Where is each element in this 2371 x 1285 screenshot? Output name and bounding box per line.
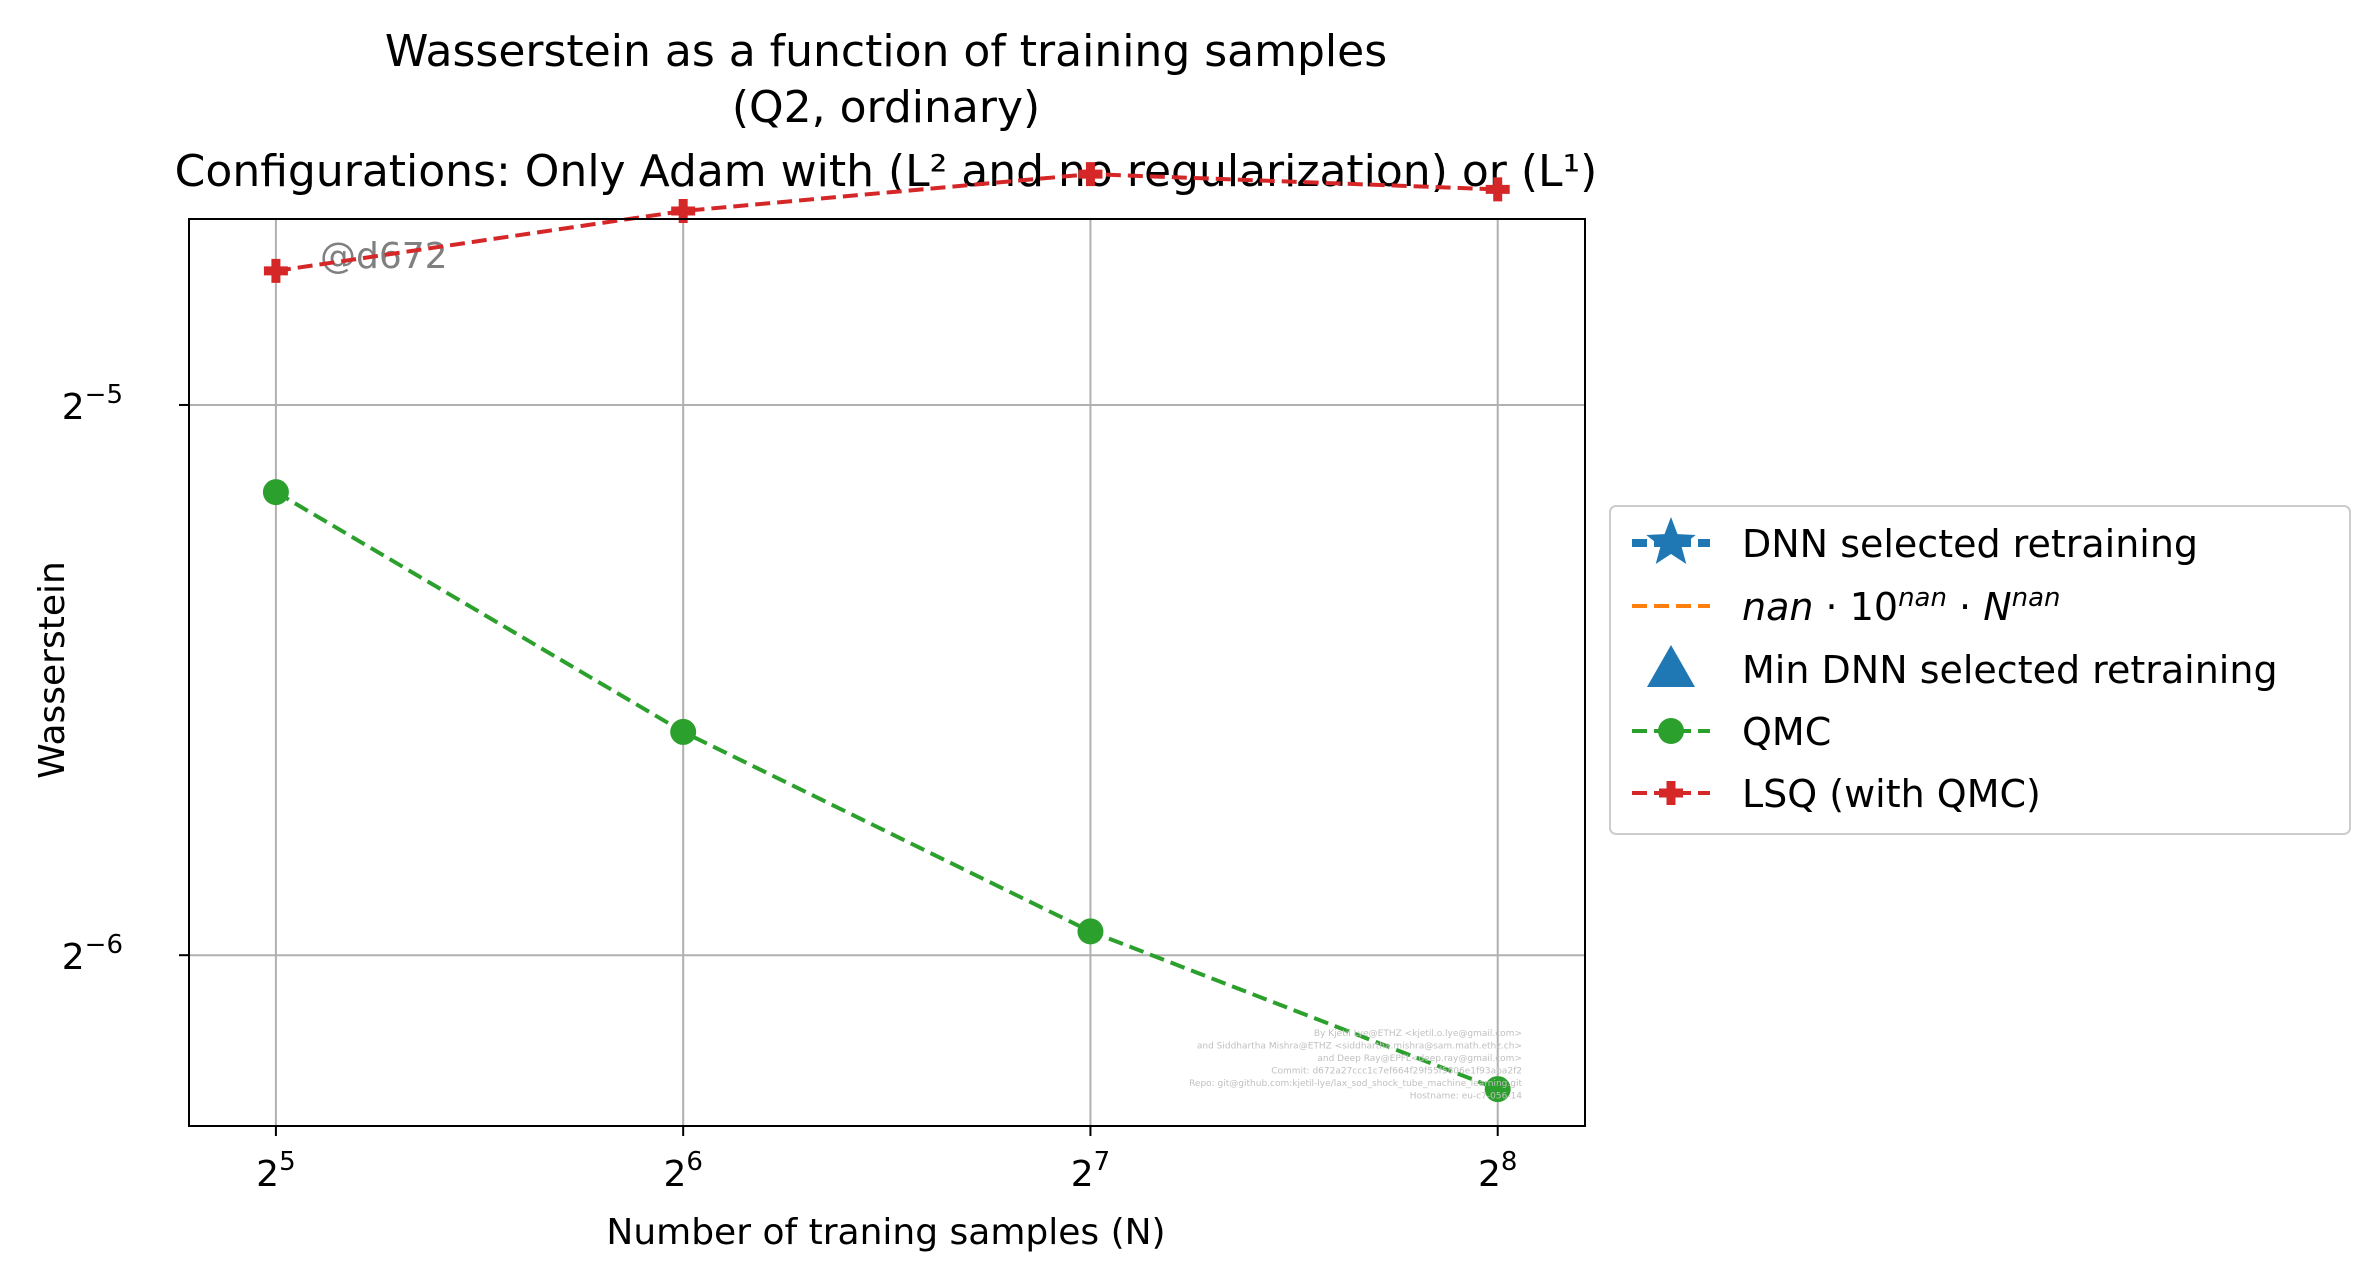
data-point: [1078, 162, 1103, 187]
x-axis-label: Number of traning samples (N): [606, 1212, 1165, 1253]
legend-item: QMC: [1632, 710, 1831, 754]
x-tick-label: 27: [1071, 1147, 1110, 1195]
series-line: [275, 172, 1498, 273]
credits-line: Hostname: eu-c7-056-14: [1410, 1092, 1522, 1102]
ticks: 25 26 27 28 2−5 2−6: [62, 380, 1518, 1195]
legend-item: Min DNN selected retraining: [1647, 645, 2278, 692]
x-tick-label: 25: [256, 1147, 295, 1195]
series-line: [274, 490, 1499, 1091]
legend-marker: [1658, 718, 1684, 744]
x-tick-label: 28: [1478, 1147, 1517, 1195]
title-line-1: Wasserstein as a function of training sa…: [385, 26, 1387, 77]
legend-label: LSQ (with QMC): [1742, 772, 2041, 816]
y-tick-label: 2−5: [62, 380, 123, 428]
legend-label: nan · 10nan · Nnan: [1742, 583, 2061, 629]
legend-marker: [1646, 517, 1696, 564]
data-point: [671, 199, 696, 224]
title-line-2: (Q2, ordinary): [732, 82, 1040, 133]
legend-item: nan · 10nan · Nnan: [1632, 583, 2061, 629]
data-point: [1485, 177, 1510, 202]
data-point: [1484, 1076, 1511, 1103]
legend-marker: [1659, 781, 1683, 805]
legend-label: DNN selected retraining: [1742, 522, 2198, 566]
credits-line: and Siddhartha Mishra@ETHZ <siddhartha.m…: [1197, 1042, 1522, 1052]
y-axis-label: Wasserstein: [32, 561, 73, 779]
title-line-3: Configurations: Only Adam with (L² and n…: [175, 146, 1598, 197]
series-layer: [262, 162, 1511, 1103]
x-tick-label: 26: [663, 1147, 702, 1195]
credits-line: and Deep Ray@EPFL<deep.ray@gmail.com>: [1317, 1054, 1522, 1064]
legend-item: LSQ (with QMC): [1632, 772, 2041, 816]
legend-label: Min DNN selected retraining: [1742, 648, 2278, 692]
grid: [189, 219, 1585, 1126]
legend-marker: [1647, 645, 1695, 687]
series-lsq-with-qmc: [263, 162, 1510, 283]
credits-line: Repo: git@github.com:kjetil-lye/lax_sod_…: [1189, 1079, 1522, 1089]
legend: DNN selected retraining nan · 10nan · Nna…: [1609, 505, 2351, 835]
legend-box: [1609, 505, 2351, 835]
plot-frame: [188, 218, 1586, 1127]
chart-title: Wasserstein as a function of training sa…: [175, 26, 1598, 197]
legend-item: DNN selected retraining: [1632, 517, 2198, 566]
data-point: [1077, 918, 1104, 945]
credits: By Kjetil Lye@ETHZ <kjetil.o.lye@gmail.c…: [1189, 1029, 1522, 1102]
data-point: [263, 258, 288, 283]
data-point: [262, 479, 289, 506]
series-qmc: [262, 479, 1511, 1103]
y-tick-label: 2−6: [62, 930, 123, 978]
data-point: [670, 718, 697, 745]
watermark: @d672: [320, 236, 448, 277]
legend-label: QMC: [1742, 710, 1831, 754]
credits-line: By Kjetil Lye@ETHZ <kjetil.o.lye@gmail.c…: [1314, 1029, 1522, 1039]
credits-line: Commit: d672a27ccc1c7ef664f29f55f5806e1f…: [1271, 1067, 1522, 1077]
